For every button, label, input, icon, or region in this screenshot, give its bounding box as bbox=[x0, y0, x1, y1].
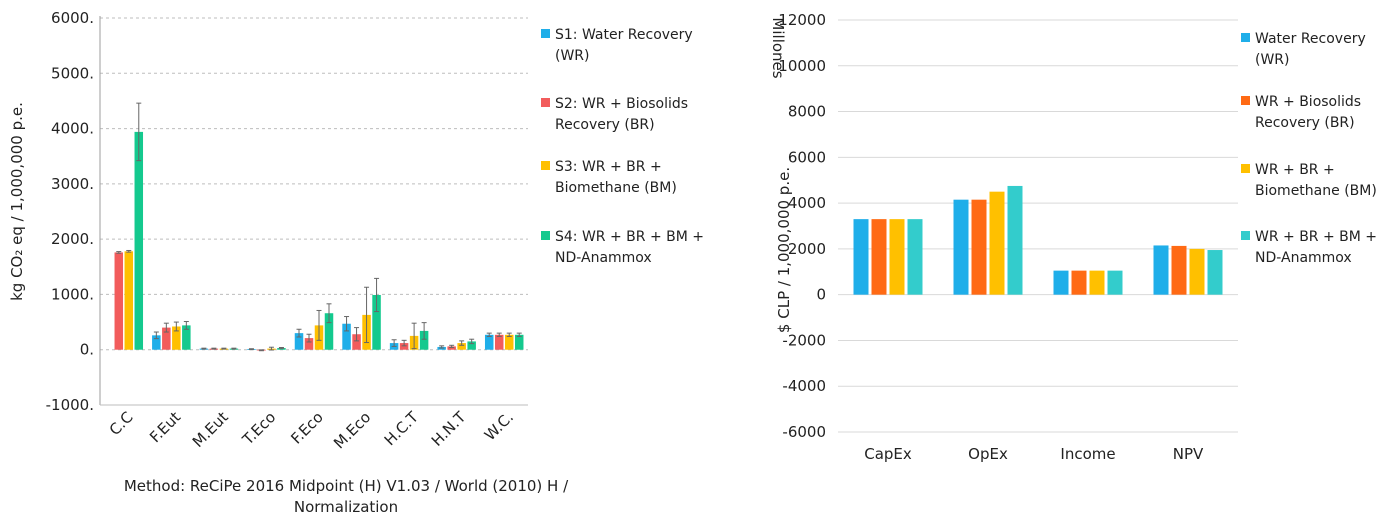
bar bbox=[1071, 270, 1087, 295]
y-tick-label: 5000. bbox=[51, 64, 94, 82]
y-tick-label: 8000 bbox=[788, 103, 826, 121]
y-tick-label: 2000. bbox=[51, 230, 94, 248]
x-tick-label: M.Eut bbox=[189, 408, 232, 451]
legend-label: ND-Anammox bbox=[1255, 250, 1352, 266]
x-tick-label: OpEx bbox=[968, 445, 1008, 463]
bar bbox=[294, 333, 304, 350]
legend-swatch bbox=[1241, 96, 1250, 105]
legend-label: S4: WR + BR + BM + bbox=[555, 229, 704, 245]
x-tick-label: H.N.T bbox=[428, 408, 470, 450]
bar bbox=[172, 326, 181, 350]
method-caption: Method: ReCiPe 2016 Midpoint (H) V1.03 /… bbox=[124, 477, 569, 495]
bar bbox=[1053, 270, 1069, 295]
y-tick-label: 0. bbox=[80, 341, 94, 359]
x-tick-label: F.Eut bbox=[146, 408, 184, 446]
legend-label: Water Recovery bbox=[1255, 31, 1366, 47]
units-label: Millones bbox=[769, 17, 787, 78]
y-tick-label: 3000. bbox=[51, 175, 94, 193]
bar bbox=[907, 219, 923, 295]
y-tick-label: 1000. bbox=[51, 285, 94, 303]
bar bbox=[124, 251, 134, 350]
bar bbox=[1089, 270, 1105, 295]
legend-swatch bbox=[541, 161, 550, 170]
bar bbox=[134, 131, 144, 350]
x-tick-label: H.C.T bbox=[381, 408, 423, 450]
bar bbox=[182, 325, 191, 350]
bar bbox=[399, 343, 409, 350]
bar bbox=[853, 219, 869, 295]
bar bbox=[114, 252, 124, 350]
bar bbox=[372, 294, 381, 350]
bar bbox=[1171, 245, 1187, 295]
bar bbox=[419, 330, 429, 350]
legend-label: (WR) bbox=[1255, 52, 1290, 68]
bar bbox=[352, 334, 361, 350]
bar bbox=[1189, 248, 1205, 295]
bar bbox=[889, 219, 905, 295]
x-tick-label: T.Eco bbox=[238, 408, 279, 449]
legend-label: Recovery (BR) bbox=[555, 117, 655, 133]
bar bbox=[324, 313, 334, 350]
bar bbox=[447, 346, 456, 350]
bar bbox=[1153, 245, 1169, 295]
legend-swatch bbox=[541, 231, 550, 240]
bar bbox=[342, 323, 351, 350]
bar bbox=[953, 199, 969, 295]
x-tick-label: W.C. bbox=[481, 408, 517, 444]
y-axis-label: kg CO₂ eq / 1,000,000 p.e. bbox=[8, 102, 26, 301]
y-tick-label: -6000 bbox=[782, 423, 826, 441]
x-tick-label: Income bbox=[1060, 445, 1115, 463]
x-tick-label: F.Eco bbox=[287, 408, 327, 448]
y-tick-label: 4000. bbox=[51, 120, 94, 138]
y-tick-label: 6000. bbox=[51, 9, 94, 27]
legend-swatch bbox=[1241, 231, 1250, 240]
y-tick-label: 2000 bbox=[788, 240, 826, 258]
bar bbox=[1007, 185, 1023, 295]
legend-label: ND-Anammox bbox=[555, 250, 652, 266]
y-tick-label: -2000 bbox=[782, 331, 826, 349]
legend-label: Biomethane (BM) bbox=[1255, 183, 1377, 199]
bar bbox=[457, 343, 466, 350]
bar bbox=[514, 334, 524, 350]
y-tick-label: 10000 bbox=[778, 57, 826, 75]
legend-label: WR + Biosolids bbox=[1255, 94, 1361, 110]
y-tick-label: 6000 bbox=[788, 148, 826, 166]
bar bbox=[1207, 250, 1223, 295]
bar bbox=[494, 334, 504, 350]
legend-label: S1: Water Recovery bbox=[555, 27, 693, 43]
legend-label: (WR) bbox=[555, 48, 590, 64]
bar bbox=[152, 335, 161, 350]
bar bbox=[467, 341, 476, 350]
bar bbox=[971, 199, 987, 295]
y-tick-label: 0 bbox=[816, 286, 826, 304]
legend-label: S3: WR + BR + bbox=[555, 159, 662, 175]
legend-label: Recovery (BR) bbox=[1255, 115, 1355, 131]
bar bbox=[304, 338, 314, 350]
y-tick-label: -4000 bbox=[782, 377, 826, 395]
legend-swatch bbox=[541, 98, 550, 107]
y-axis-label: $ CLP / 1,000,000 p.e. bbox=[775, 167, 793, 333]
bar bbox=[989, 191, 1005, 295]
bar bbox=[504, 334, 514, 350]
x-tick-label: NPV bbox=[1173, 445, 1204, 463]
legend-swatch bbox=[1241, 164, 1250, 173]
y-tick-label: 4000 bbox=[788, 194, 826, 212]
legend-label: WR + BR + BM + bbox=[1255, 229, 1377, 245]
y-tick-label: -1000. bbox=[46, 396, 94, 414]
legend-label: S2: WR + Biosolids bbox=[555, 96, 688, 112]
x-tick-label: CapEx bbox=[864, 445, 912, 463]
y-tick-label: 12000 bbox=[778, 11, 826, 29]
bar bbox=[484, 334, 494, 350]
bar bbox=[162, 327, 171, 350]
method-caption: Normalization bbox=[294, 498, 398, 516]
x-tick-label: C.C bbox=[106, 408, 137, 439]
legend-swatch bbox=[1241, 33, 1250, 42]
legend-label: WR + BR + bbox=[1255, 162, 1335, 178]
bar bbox=[1107, 270, 1123, 295]
x-tick-label: M.Eco bbox=[330, 408, 374, 452]
bar bbox=[871, 219, 887, 295]
legend-label: Biomethane (BM) bbox=[555, 180, 677, 196]
legend-swatch bbox=[541, 29, 550, 38]
